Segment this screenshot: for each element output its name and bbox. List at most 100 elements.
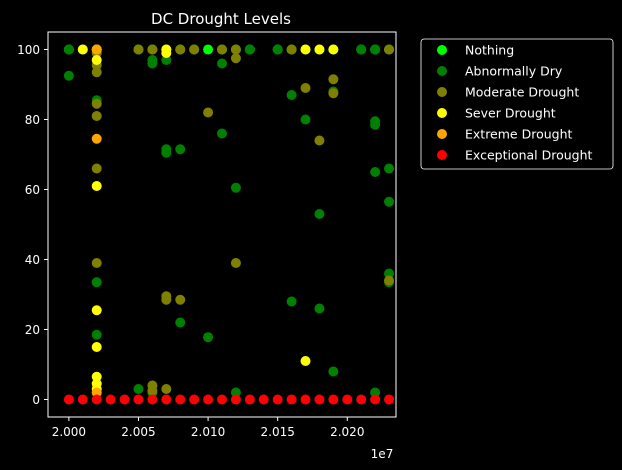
legend-label-4: Extreme Drought [465,127,573,142]
point-abnormally-dry-21 [230,387,241,398]
legend-marker-3 [437,108,447,118]
point-abnormally-dry-6 [91,329,102,340]
point-exceptional-drought-12 [230,394,241,405]
point-sever-drought-12 [300,356,311,366]
legend-label-0: Nothing [465,43,514,58]
x-tick-label-3: 2.015 [261,425,295,439]
x-tick-label-0: 2.000 [52,425,86,439]
legend-marker-2 [437,87,447,97]
point-moderate-drought-14 [161,294,172,305]
point-exceptional-drought-15 [272,394,283,405]
point-sever-drought-5 [91,342,102,352]
point-abnormally-dry-13 [161,147,172,158]
point-exceptional-drought-3 [105,394,116,405]
point-abnormally-dry-28 [314,303,325,314]
point-abnormally-dry-24 [286,90,297,100]
point-moderate-drought-26 [314,135,325,146]
point-sever-drought-13 [314,44,325,55]
point-moderate-drought-28 [328,88,339,99]
point-exceptional-drought-9 [189,394,200,405]
point-moderate-drought-22 [230,53,241,64]
point-exceptional-drought-10 [203,394,214,405]
point-moderate-drought-23 [230,258,241,268]
point-moderate-drought-11 [147,385,158,396]
point-extreme-drought-1 [91,133,102,144]
point-exceptional-drought-16 [286,394,297,405]
point-abnormally-dry-18 [217,58,227,69]
point-sever-drought-10 [161,48,172,58]
point-exceptional-drought-7 [161,394,172,405]
plot-frame [47,31,397,418]
point-exceptional-drought-13 [244,394,255,405]
point-abnormally-dry-25 [286,296,297,307]
point-exceptional-drought-17 [300,394,311,405]
point-exceptional-drought-18 [314,394,325,405]
point-sever-drought-3 [91,181,102,191]
point-exceptional-drought-1 [77,394,88,405]
point-exceptional-drought-0 [63,394,74,405]
x-axis-offset-label: 1e7 [371,447,394,461]
point-abnormally-dry-31 [356,44,367,55]
point-extreme-drought-0 [91,44,102,55]
point-moderate-drought-30 [384,275,395,286]
legend-label-5: Exceptional Drought [465,148,593,163]
point-sever-drought-14 [328,44,339,55]
point-abnormally-dry-8 [133,384,144,394]
point-abnormally-dry-0 [63,44,74,55]
y-tick-label-4: 80 [25,113,40,127]
point-exceptional-drought-6 [147,394,158,405]
point-moderate-drought-20 [217,44,227,55]
legend-marker-0 [437,45,447,55]
point-extreme-drought-2 [91,387,102,398]
point-moderate-drought-6 [91,258,102,268]
point-moderate-drought-25 [300,83,311,93]
y-tick-label-0: 0 [32,393,40,407]
point-abnormally-dry-1 [63,70,74,81]
point-abnormally-dry-15 [175,144,186,155]
legend-marker-5 [437,150,447,160]
point-moderate-drought-8 [133,44,144,55]
x-axis: 2.000 2.005 2.010 2.015 2.020 [52,417,364,439]
point-exceptional-drought-14 [258,394,269,405]
legend: Nothing Abnormally Dry Moderate Drought Sev… [420,38,614,170]
point-exceptional-drought-22 [370,394,381,405]
point-exceptional-drought-20 [342,394,353,405]
legend-label-2: Moderate Drought [465,85,579,100]
point-moderate-drought-2 [91,67,102,78]
point-abnormally-dry-23 [272,44,283,55]
point-abnormally-dry-34 [370,167,381,177]
point-moderate-drought-15 [161,384,172,394]
point-moderate-drought-3 [91,98,102,109]
point-abnormally-dry-19 [217,128,227,139]
point-sever-drought-6 [91,371,102,382]
point-exceptional-drought-21 [356,394,367,405]
legend-box [420,38,614,170]
point-moderate-drought-16 [175,44,186,55]
point-abnormally-dry-37 [384,163,395,174]
point-abnormally-dry-22 [244,44,255,55]
y-tick-label-5: 100 [17,43,40,57]
y-axis: 0 20 40 60 80 100 [17,43,48,407]
point-sever-drought-11 [300,44,311,55]
x-tick-label-2: 2.010 [191,425,225,439]
y-tick-label-2: 40 [25,253,40,267]
point-exceptional-drought-19 [328,394,339,405]
point-moderate-drought-4 [91,111,102,121]
point-abnormally-dry-27 [314,209,325,219]
point-moderate-drought-29 [384,44,395,55]
point-moderate-drought-18 [189,44,200,55]
point-abnormally-dry-20 [230,182,241,193]
point-moderate-drought-17 [175,294,186,305]
point-exceptional-drought-2 [91,394,102,405]
point-exceptional-drought-5 [133,394,144,405]
point-abnormally-dry-39 [384,268,395,279]
y-tick-label-1: 20 [25,323,40,337]
legend-marker-1 [437,66,447,76]
point-moderate-drought-27 [328,74,339,85]
point-moderate-drought-9 [147,44,158,55]
x-tick-label-1: 2.005 [121,425,155,439]
point-exceptional-drought-11 [217,394,227,405]
point-moderate-drought-21 [230,44,241,55]
points-layer [63,44,395,405]
